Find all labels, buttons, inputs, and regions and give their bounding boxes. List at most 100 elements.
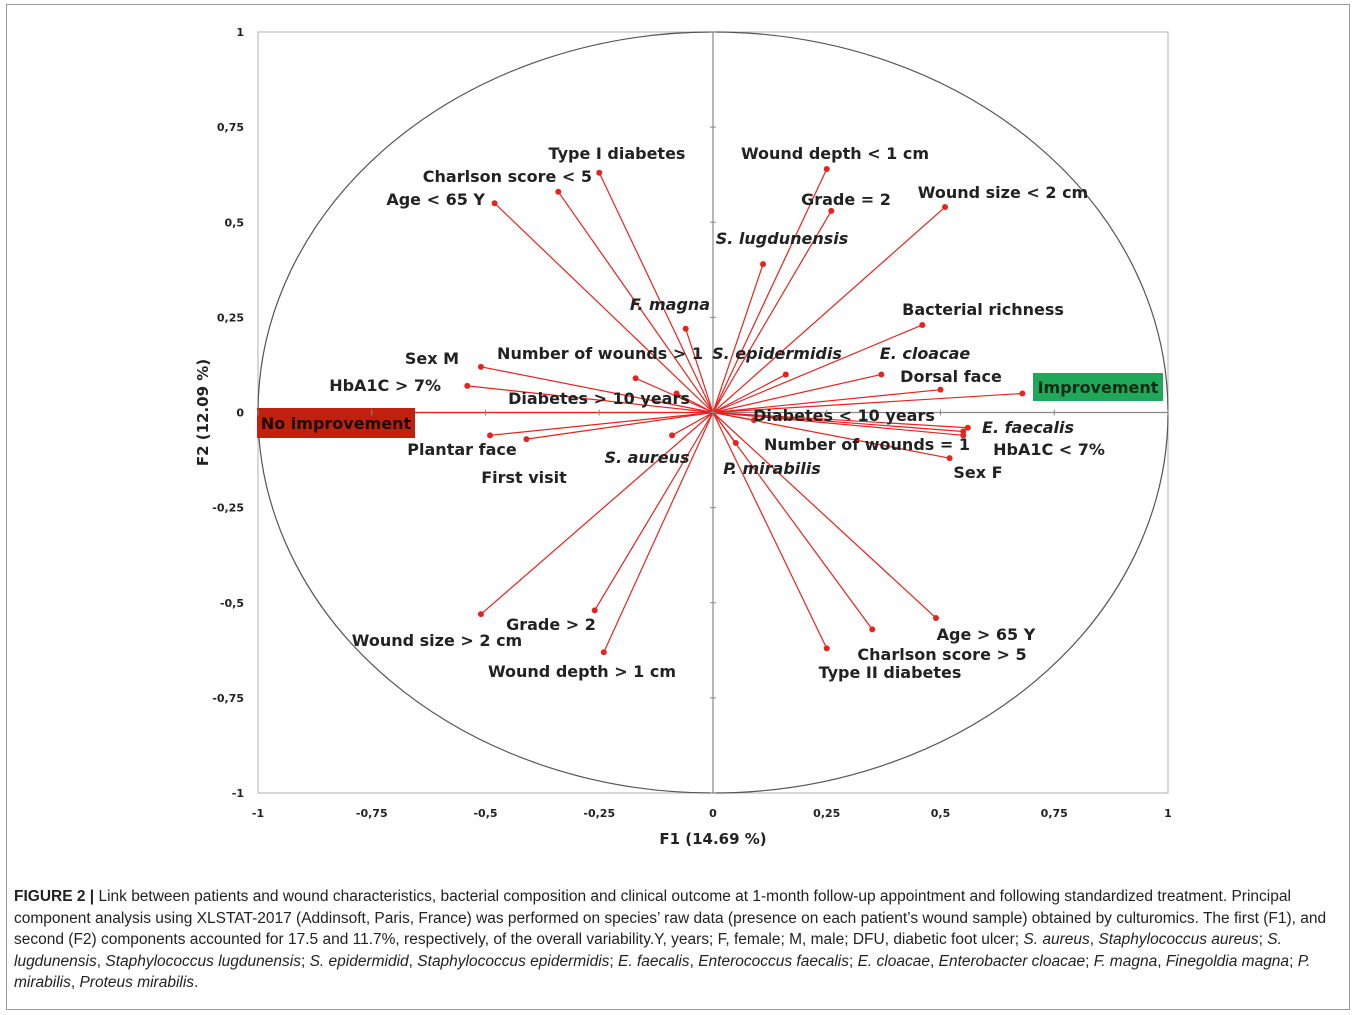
vector-point: [760, 261, 767, 268]
vector-line: [489, 411, 714, 436]
vector-line: [594, 412, 714, 611]
vector-point: [932, 614, 939, 621]
y-tick-label: 0,25: [217, 311, 244, 324]
variable-label: Sex F: [953, 463, 1002, 482]
variable-label: Charlson score > 5: [857, 645, 1026, 664]
variable-label: Diabetes > 10 years: [508, 389, 690, 408]
y-tick-label: 0,75: [217, 121, 244, 134]
variable-labels: Age < 65 Y Charlson score < 5 Type I diabe…: [329, 144, 1105, 682]
variable-label: Dorsal face: [900, 367, 1002, 386]
variable-label: Number of wounds > 1: [497, 344, 703, 363]
caption-italic-text: Proteus mirabilis: [79, 974, 195, 991]
x-tick-label: -0,75: [356, 807, 388, 820]
tick-labels: -1 -0,75 -0,5 -0,25 0 0,25 0,5 0,75 1 1 0,75 0,5 0,2…: [212, 26, 1172, 820]
vector-point: [823, 645, 830, 652]
x-tick-label: 0: [709, 807, 717, 820]
vector-line: [712, 168, 828, 413]
variable-label: E. faecalis: [982, 418, 1074, 437]
variable-label: F. magna: [630, 295, 710, 314]
outcome-label: No improvement: [261, 414, 412, 433]
vector-point: [669, 432, 676, 439]
caption-text: ,: [689, 952, 699, 970]
caption-italic-text: Staphylococcus lugdunensis: [105, 952, 301, 970]
vector-point: [491, 200, 498, 207]
variable-label: HbA1C > 7%: [329, 376, 441, 395]
vector-line: [526, 411, 714, 440]
variable-label: Charlson score < 5: [423, 167, 592, 186]
caption-text: ;: [1289, 952, 1298, 970]
vector-line: [494, 202, 714, 413]
vector-line: [712, 373, 787, 414]
caption-text: ;: [1258, 931, 1268, 948]
x-tick-label: -0,5: [473, 807, 497, 820]
vector-point: [591, 607, 598, 614]
y-tick-label: -0,5: [220, 597, 244, 610]
caption-italic-text: S. lugdunensis: [14, 931, 1282, 970]
vector-line: [557, 191, 714, 413]
y-tick-label: 1: [236, 26, 244, 39]
variable-label: Wound size > 2 cm: [352, 631, 522, 650]
caption-italic-text: E. faecalis: [618, 952, 690, 970]
vector-line: [603, 412, 714, 653]
variable-label: Number of wounds = 1: [764, 435, 970, 454]
vector-point: [946, 455, 953, 462]
variable-label: HbA1C < 7%: [993, 440, 1105, 459]
figure-caption: FIGURE 2 | Link between patients and wou…: [14, 886, 1339, 994]
outcome-label: Improvement: [1038, 378, 1159, 397]
vector-point: [477, 611, 484, 618]
outcome-labels: No improvement Improvement: [257, 373, 1163, 438]
caption-italic-text: F. magna: [1093, 952, 1158, 970]
caption-text: ,: [96, 952, 106, 970]
x-tick-label: 1: [1164, 807, 1172, 820]
caption-italic-text: Enterobacter cloacae: [938, 952, 1086, 970]
outcome-box: [257, 408, 415, 438]
vector-line: [467, 385, 714, 414]
caption-italic-text: Staphylococcus epidermidis: [417, 952, 610, 970]
vector-line: [712, 411, 968, 429]
variable-label: S. aureus: [604, 448, 689, 467]
vector-line: [712, 389, 941, 414]
x-tick-label: -1: [252, 807, 264, 820]
caption-text: ;: [300, 952, 310, 970]
vector-line: [712, 411, 964, 433]
figure-frame: [6, 4, 1350, 1010]
variable-label: Sex M: [405, 349, 459, 368]
caption-text: ;: [848, 952, 858, 970]
vector-point: [600, 649, 607, 656]
caption-text: ,: [70, 974, 80, 991]
vector-point: [555, 188, 562, 195]
vector-line: [480, 366, 714, 414]
caption-italic-text: E. cloacae: [857, 952, 930, 970]
vector-point: [823, 165, 830, 172]
vector-line: [685, 328, 714, 413]
vector-line: [712, 324, 923, 414]
vector-point: [878, 371, 885, 378]
variable-label: P. mirabilis: [723, 459, 821, 478]
vector-point: [673, 390, 680, 397]
vector-point: [828, 207, 835, 214]
vector-point: [960, 428, 967, 435]
vector-line: [712, 373, 882, 414]
variable-label: Plantar face: [407, 440, 517, 459]
vector-line: [712, 412, 937, 619]
vector-point: [523, 436, 530, 443]
caption-body: Link between patients and wound characte…: [14, 888, 1326, 991]
x-tick-label: -0,25: [583, 807, 615, 820]
vector-line: [712, 210, 832, 413]
caption-text: ;: [1085, 952, 1094, 970]
vector-point: [937, 386, 944, 393]
vector-point: [682, 325, 689, 332]
variable-label: Wound size < 2 cm: [918, 183, 1088, 202]
variable-label: Diabetes < 10 years: [753, 406, 935, 425]
caption-italic-text: Enterococcus faecalis: [698, 952, 849, 970]
vector-line: [712, 412, 873, 630]
caption-italic-text: S. epidermidid: [309, 952, 409, 970]
vector-point: [596, 169, 603, 176]
vector-line: [598, 172, 714, 413]
variable-label: Wound depth < 1 cm: [741, 144, 929, 163]
outcome-vector-line: [712, 392, 1023, 414]
vectors: [264, 165, 1026, 656]
caption-italic-text: P. mirabilis: [14, 952, 1311, 992]
vector-point: [869, 626, 876, 633]
x-tick-label: 0,5: [931, 807, 951, 820]
